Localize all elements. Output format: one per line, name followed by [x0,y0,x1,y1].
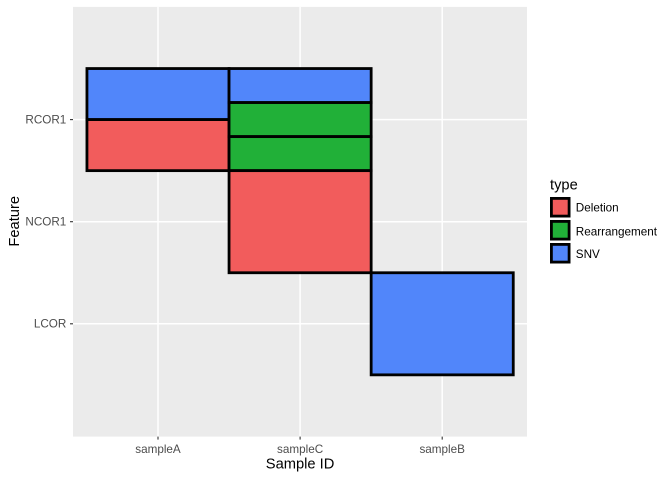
svg-text:Deletion: Deletion [576,202,619,215]
svg-text:Sample ID: Sample ID [266,456,335,472]
svg-text:sampleC: sampleC [277,443,323,456]
svg-text:sampleB: sampleB [419,443,465,456]
svg-text:sampleA: sampleA [135,443,181,456]
svg-text:NCOR1: NCOR1 [25,215,66,228]
svg-text:RCOR1: RCOR1 [25,113,66,126]
svg-text:Rearrangement: Rearrangement [576,225,658,238]
svg-text:LCOR: LCOR [34,318,66,331]
svg-text:SNV: SNV [576,248,600,261]
svg-text:type: type [550,177,578,193]
svg-text:Feature: Feature [7,196,23,247]
